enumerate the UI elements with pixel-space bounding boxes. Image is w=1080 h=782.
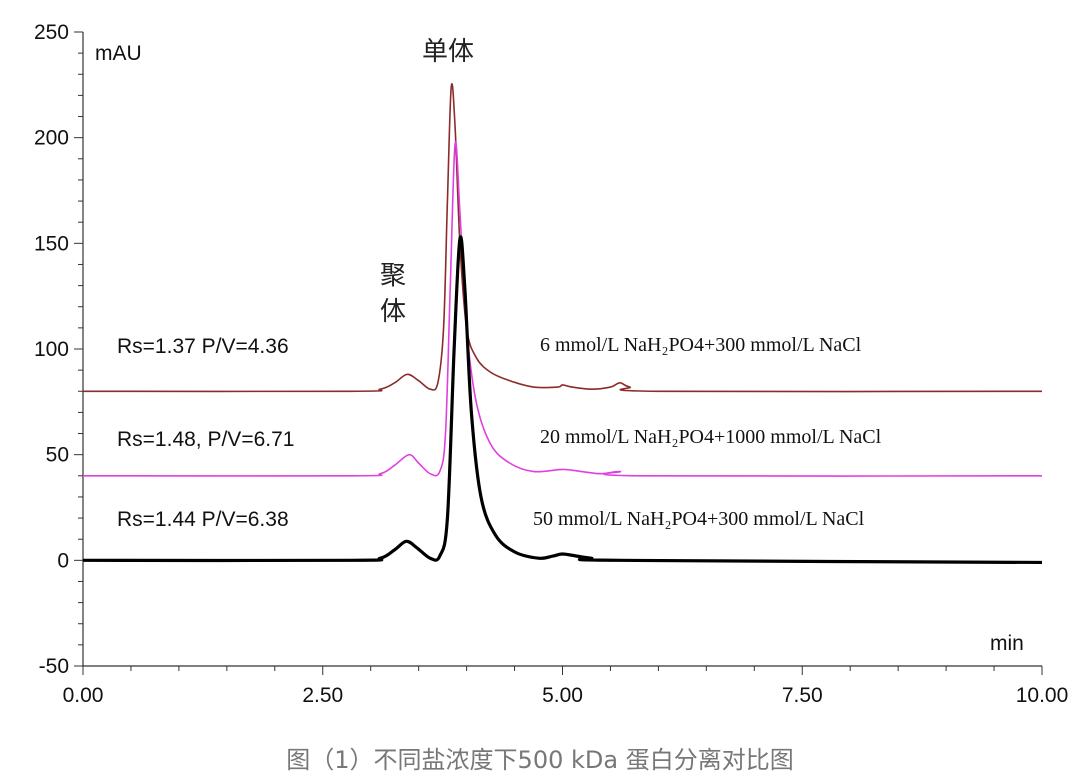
y-tick-label: 200 [34,127,69,150]
series-3-rs-label: Rs=1.44 P/V=6.38 [117,508,289,531]
figure-caption: 图（1）不同盐浓度下500 kDa 蛋白分离对比图 [286,746,794,774]
x-axis-unit-label: min [990,632,1024,655]
y-tick-label: 100 [34,338,69,361]
y-tick-label: 150 [34,232,69,255]
series-line-3 [82,235,1043,565]
series-2-condition-label: 20 mmol/L NaH₂PO4+1000 mmol/L NaCl [540,426,882,448]
aggregate-annotation-line2: 体 [380,297,406,327]
y-axis-unit-label: mAU [95,42,142,65]
x-tick-label: 5.00 [542,684,583,707]
x-tick-label: 10.00 [1016,684,1069,707]
x-tick-label: 0.00 [63,684,104,707]
series-line-2 [82,141,1043,477]
series-3-condition-label: 50 mmol/L NaH₂PO4+300 mmol/L NaCl [533,508,865,530]
aggregate-annotation-line1: 聚 [380,261,406,291]
x-tick-label: 2.50 [302,684,343,707]
y-tick-label: 250 [34,21,69,44]
axes: -50 0 50 100 150 200 250 0.00 2.50 5.00 7.50 10.00 [34,21,1068,707]
series-1-condition-label: 6 mmol/L NaH₂PO4+300 mmol/L NaCl [540,334,862,356]
y-tick-label: -50 [39,655,69,678]
monomer-annotation: 单体 [422,37,474,67]
series-layer [82,83,1043,565]
x-tick-label: 7.50 [782,684,823,707]
series-2-rs-label: Rs=1.48, P/V=6.71 [117,428,294,451]
y-tick-label: 50 [46,444,69,467]
series-1-rs-label: Rs=1.37 P/V=4.36 [117,335,289,358]
y-tick-label: 0 [57,549,69,572]
